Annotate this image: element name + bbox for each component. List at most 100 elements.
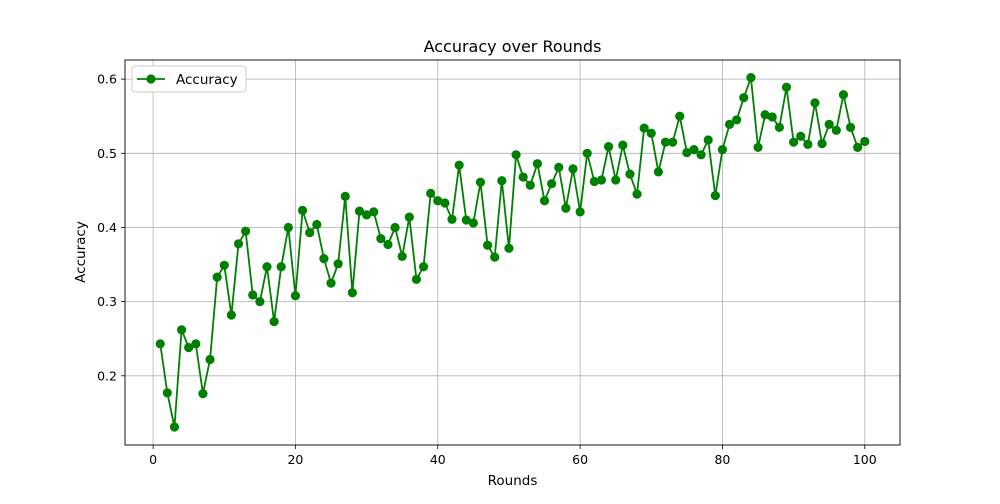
data-point	[561, 203, 571, 213]
data-point	[675, 111, 685, 121]
data-point	[789, 137, 799, 147]
data-point	[447, 214, 457, 224]
data-point	[838, 90, 849, 100]
data-point	[248, 290, 258, 300]
data-point	[233, 239, 244, 249]
data-point	[475, 177, 486, 187]
data-point	[184, 343, 194, 353]
axis-ticks: 0 20 40 60 80 100 0.2 0.3 0.4 0.5 0.6	[97, 72, 877, 467]
data-point	[354, 206, 365, 216]
data-point	[390, 222, 400, 233]
data-point	[369, 207, 379, 217]
data-point	[255, 297, 265, 307]
data-point	[710, 190, 720, 201]
series-line-layer	[159, 76, 866, 428]
data-point	[717, 144, 728, 155]
data-point	[198, 389, 208, 399]
data-point	[518, 172, 528, 182]
data-point	[297, 205, 308, 216]
data-point	[696, 150, 706, 160]
data-point	[845, 122, 856, 132]
x-tick-label: 20	[287, 452, 303, 467]
data-point	[646, 128, 656, 138]
data-point	[482, 240, 493, 250]
data-point	[732, 115, 742, 125]
data-point	[241, 226, 251, 236]
data-point	[276, 262, 286, 272]
data-point	[376, 233, 386, 244]
data-point	[383, 239, 393, 250]
data-point	[625, 169, 635, 179]
data-point	[774, 122, 784, 132]
data-point	[176, 325, 187, 335]
data-point	[539, 196, 550, 206]
data-point	[796, 131, 806, 141]
data-point	[511, 150, 521, 160]
y-tick-label: 0.6	[97, 72, 117, 87]
y-tick-label: 0.4	[97, 220, 117, 235]
data-point	[290, 291, 301, 301]
data-point	[824, 119, 834, 129]
data-point	[767, 112, 777, 122]
data-point	[760, 110, 770, 120]
data-point	[860, 136, 870, 147]
legend: Accuracy	[131, 65, 247, 93]
data-point	[440, 198, 450, 208]
x-tick-label: 40	[430, 452, 446, 467]
data-point	[397, 251, 407, 261]
series-line	[159, 76, 866, 428]
data-point	[418, 262, 429, 272]
data-point	[205, 354, 215, 365]
data-point	[596, 175, 607, 185]
data-point	[525, 180, 535, 190]
legend-marker-swatch	[146, 74, 156, 84]
data-point	[340, 191, 350, 201]
data-point	[547, 179, 557, 189]
legend-label: Accuracy	[176, 72, 238, 88]
data-point	[618, 140, 628, 150]
data-point	[262, 262, 272, 272]
data-point	[333, 259, 343, 269]
data-point	[682, 147, 692, 158]
data-point	[532, 159, 543, 169]
plot-frame	[124, 59, 901, 446]
data-point	[582, 148, 592, 158]
data-point	[668, 137, 678, 147]
data-point	[326, 278, 336, 288]
data-point	[568, 164, 578, 174]
data-point	[703, 135, 713, 145]
data-point	[739, 93, 749, 103]
data-point	[724, 119, 735, 129]
data-point	[490, 252, 500, 262]
data-point	[461, 215, 471, 225]
x-tick-label: 0	[149, 452, 157, 467]
y-axis-label: Accuracy	[73, 221, 89, 283]
x-tick-label: 80	[714, 452, 730, 467]
data-point	[155, 339, 165, 349]
data-point	[162, 388, 172, 398]
data-point	[169, 422, 180, 432]
data-point	[653, 167, 663, 177]
data-point	[504, 243, 514, 253]
data-point	[781, 82, 792, 92]
data-point	[817, 139, 827, 149]
data-point	[404, 212, 414, 222]
y-tick-label: 0.2	[97, 368, 117, 383]
y-tick-label: 0.5	[97, 146, 117, 161]
data-point	[226, 310, 236, 320]
y-tick-label: 0.3	[97, 294, 117, 309]
data-point	[454, 160, 464, 170]
data-point	[746, 73, 756, 83]
legend-box	[131, 65, 247, 93]
x-tick-label: 60	[572, 452, 588, 467]
data-point	[283, 222, 293, 233]
x-tick-label: 100	[853, 452, 877, 467]
data-point	[589, 176, 599, 187]
data-point	[603, 142, 614, 152]
data-point	[611, 175, 621, 185]
series-marker-layer	[155, 73, 870, 432]
data-point	[660, 137, 671, 147]
data-point	[689, 144, 699, 155]
data-point	[426, 188, 436, 198]
